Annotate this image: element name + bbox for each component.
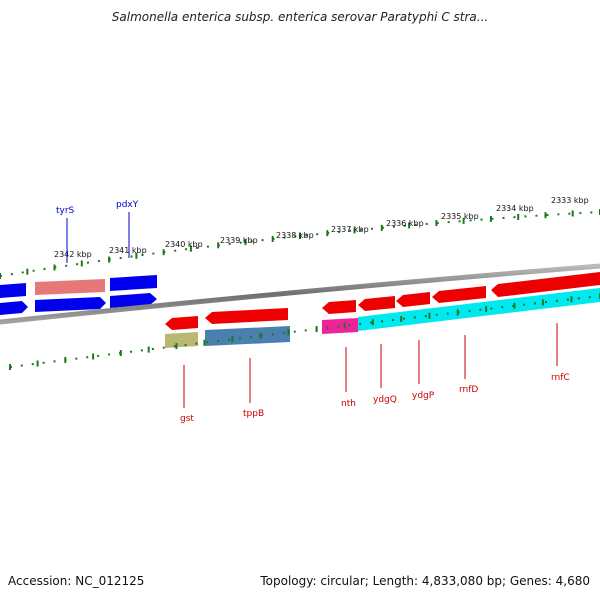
feature-gst (165, 332, 198, 348)
reverse-gene-ydgp (396, 292, 430, 307)
reverse-gene-rnfc (491, 272, 600, 297)
genome-backbone (0, 263, 600, 325)
gene-label-ydgq: ydgQ (373, 395, 397, 405)
forward-features (0, 275, 157, 315)
forward-rna-feature (35, 279, 105, 295)
reverse-gene-nth (322, 300, 356, 314)
forward-gene-arrow-2 (35, 297, 106, 312)
forward-gene-left-edge (0, 283, 26, 298)
gene-label-ydgp: ydgP (412, 391, 435, 401)
ruler-label-2336: 2336 kbp (386, 219, 424, 228)
gene-label-gst: gst (180, 414, 194, 424)
ruler-label-2335: 2335 kbp (441, 212, 479, 221)
ruler-label-2338: 2338 kbp (276, 231, 314, 240)
feature-nth (322, 318, 358, 334)
reverse-gene-ydgq (358, 296, 395, 311)
reverse-features (165, 272, 600, 348)
accession-text: Accession: NC_012125 (8, 574, 145, 588)
gene-label-rnfc: rnfC (551, 373, 570, 383)
ruler-label-2334: 2334 kbp (496, 204, 534, 213)
gene-label-tppb: tppB (243, 409, 264, 419)
forward-gene-arrow-3 (110, 293, 157, 308)
feature-tppb (205, 326, 290, 346)
ruler-label-2340: 2340 kbp (165, 240, 203, 249)
ruler-label-2333: 2333 kbp (551, 196, 589, 205)
map-title: Salmonella enterica subsp. enterica sero… (111, 10, 489, 24)
reverse-gene-gst (165, 316, 198, 330)
bottom-gene-labels: gst tppB nth ydgQ ydgP rnfD rnfC (180, 323, 570, 424)
reverse-gene-tppb (205, 308, 288, 324)
top-ruler-line (0, 211, 600, 277)
gene-label-rnfd: rnfD (459, 385, 478, 395)
forward-gene-arrow-1 (0, 301, 28, 315)
forward-gene-pdxy (110, 275, 157, 291)
top-gene-labels: tyrS pdxY (56, 200, 139, 263)
gene-label-nth: nth (341, 399, 356, 409)
ruler-label-2337: 2337 kbp (331, 225, 369, 234)
reverse-gene-rnfd (432, 286, 486, 303)
top-ruler-major-ticks (0, 209, 600, 279)
feature-rnf-region (358, 288, 600, 331)
ruler-label-2339: 2339 kbp (220, 236, 258, 245)
gene-label-pdxy: pdxY (116, 200, 139, 210)
ruler-label-2342: 2342 kbp (54, 250, 92, 259)
gene-label-tyrs: tyrS (56, 206, 75, 216)
genome-info-text: Topology: circular; Length: 4,833,080 bp… (260, 574, 590, 588)
ruler-labels: 2342 kbp 2341 kbp 2340 kbp 2339 kbp 2338… (54, 196, 589, 259)
ruler-label-2341: 2341 kbp (109, 246, 147, 255)
bottom-ruler-major-ticks (9, 293, 600, 370)
